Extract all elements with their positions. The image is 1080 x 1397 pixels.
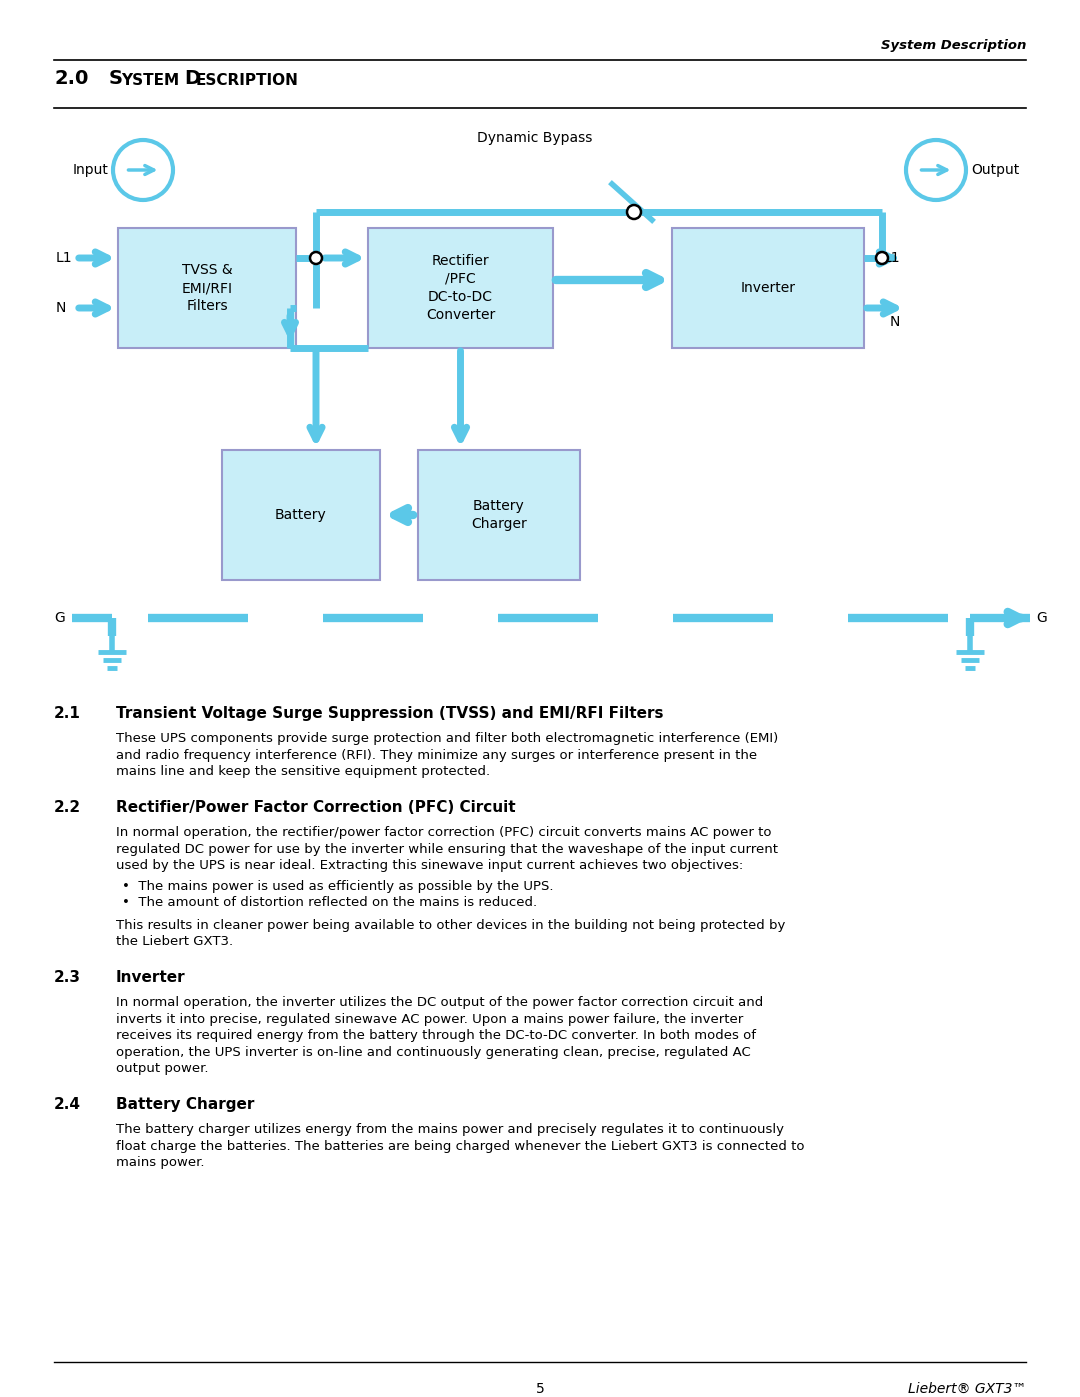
Text: 2.1: 2.1 xyxy=(54,705,81,721)
Text: inverts it into precise, regulated sinewave AC power. Upon a mains power failure: inverts it into precise, regulated sinew… xyxy=(116,1013,743,1025)
Text: EMI/RFI: EMI/RFI xyxy=(181,281,232,295)
Text: Filters: Filters xyxy=(186,299,228,313)
Text: 2.3: 2.3 xyxy=(54,970,81,985)
FancyBboxPatch shape xyxy=(418,450,580,580)
Text: In normal operation, the rectifier/power factor correction (PFC) circuit convert: In normal operation, the rectifier/power… xyxy=(116,826,771,840)
Text: output power.: output power. xyxy=(116,1062,208,1076)
Text: the Liebert GXT3.: the Liebert GXT3. xyxy=(116,936,233,949)
Text: 2.0: 2.0 xyxy=(54,68,89,88)
Text: Battery Charger: Battery Charger xyxy=(116,1097,255,1112)
Text: In normal operation, the inverter utilizes the DC output of the power factor cor: In normal operation, the inverter utiliz… xyxy=(116,996,764,1009)
Circle shape xyxy=(627,205,642,219)
Text: Inverter: Inverter xyxy=(741,281,796,295)
Text: receives its required energy from the battery through the DC-to-DC converter. In: receives its required energy from the ba… xyxy=(116,1030,756,1042)
Text: operation, the UPS inverter is on-line and continuously generating clean, precis: operation, the UPS inverter is on-line a… xyxy=(116,1046,751,1059)
Text: •  The mains power is used as efficiently as possible by the UPS.: • The mains power is used as efficiently… xyxy=(122,880,554,893)
Text: Charger: Charger xyxy=(471,517,527,531)
Text: D: D xyxy=(184,68,200,88)
Text: Transient Voltage Surge Suppression (TVSS) and EMI/RFI Filters: Transient Voltage Surge Suppression (TVS… xyxy=(116,705,663,721)
Text: Converter: Converter xyxy=(426,307,495,321)
Text: This results in cleaner power being available to other devices in the building n: This results in cleaner power being avai… xyxy=(116,919,785,932)
Text: float charge the batteries. The batteries are being charged whenever the Liebert: float charge the batteries. The batterie… xyxy=(116,1140,805,1153)
Text: Input: Input xyxy=(72,163,108,177)
Text: Inverter: Inverter xyxy=(116,970,186,985)
Text: TVSS &: TVSS & xyxy=(181,263,232,277)
Text: Liebert® GXT3™: Liebert® GXT3™ xyxy=(907,1382,1026,1396)
Circle shape xyxy=(876,251,888,264)
Text: and radio frequency interference (RFI). They minimize any surges or interference: and radio frequency interference (RFI). … xyxy=(116,749,757,761)
Text: G: G xyxy=(54,610,65,624)
FancyBboxPatch shape xyxy=(672,228,864,348)
Text: 5: 5 xyxy=(536,1382,544,1396)
Text: System Description: System Description xyxy=(880,39,1026,52)
Text: S: S xyxy=(109,68,123,88)
Text: Dynamic Bypass: Dynamic Bypass xyxy=(477,131,593,145)
Text: Output: Output xyxy=(971,163,1020,177)
Text: DC-to-DC: DC-to-DC xyxy=(428,291,492,305)
Text: Rectifier/Power Factor Correction (PFC) Circuit: Rectifier/Power Factor Correction (PFC) … xyxy=(116,800,515,814)
Text: Battery: Battery xyxy=(275,509,327,522)
FancyBboxPatch shape xyxy=(118,228,296,348)
Text: The battery charger utilizes energy from the mains power and precisely regulates: The battery charger utilizes energy from… xyxy=(116,1123,784,1136)
Text: YSTEM: YSTEM xyxy=(121,73,179,88)
Text: used by the UPS is near ideal. Extracting this sinewave input current achieves t: used by the UPS is near ideal. Extractin… xyxy=(116,859,743,872)
Text: Battery: Battery xyxy=(473,499,525,513)
Text: N: N xyxy=(56,300,66,314)
FancyBboxPatch shape xyxy=(222,450,380,580)
Text: /PFC: /PFC xyxy=(445,272,476,286)
Text: ESCRIPTION: ESCRIPTION xyxy=(195,73,299,88)
Text: Rectifier: Rectifier xyxy=(432,254,489,268)
Text: L1: L1 xyxy=(56,251,72,265)
Text: These UPS components provide surge protection and filter both electromagnetic in: These UPS components provide surge prote… xyxy=(116,732,779,746)
Text: G: G xyxy=(1036,610,1047,624)
Text: •  The amount of distortion reflected on the mains is reduced.: • The amount of distortion reflected on … xyxy=(122,897,537,909)
Text: L1: L1 xyxy=(883,251,900,265)
Text: regulated DC power for use by the inverter while ensuring that the waveshape of : regulated DC power for use by the invert… xyxy=(116,842,778,856)
Text: mains line and keep the sensitive equipment protected.: mains line and keep the sensitive equipm… xyxy=(116,766,490,778)
Text: 2.2: 2.2 xyxy=(54,800,81,814)
Circle shape xyxy=(310,251,322,264)
FancyBboxPatch shape xyxy=(368,228,553,348)
Text: mains power.: mains power. xyxy=(116,1157,204,1169)
Text: N: N xyxy=(890,314,900,330)
Text: 2.4: 2.4 xyxy=(54,1097,81,1112)
